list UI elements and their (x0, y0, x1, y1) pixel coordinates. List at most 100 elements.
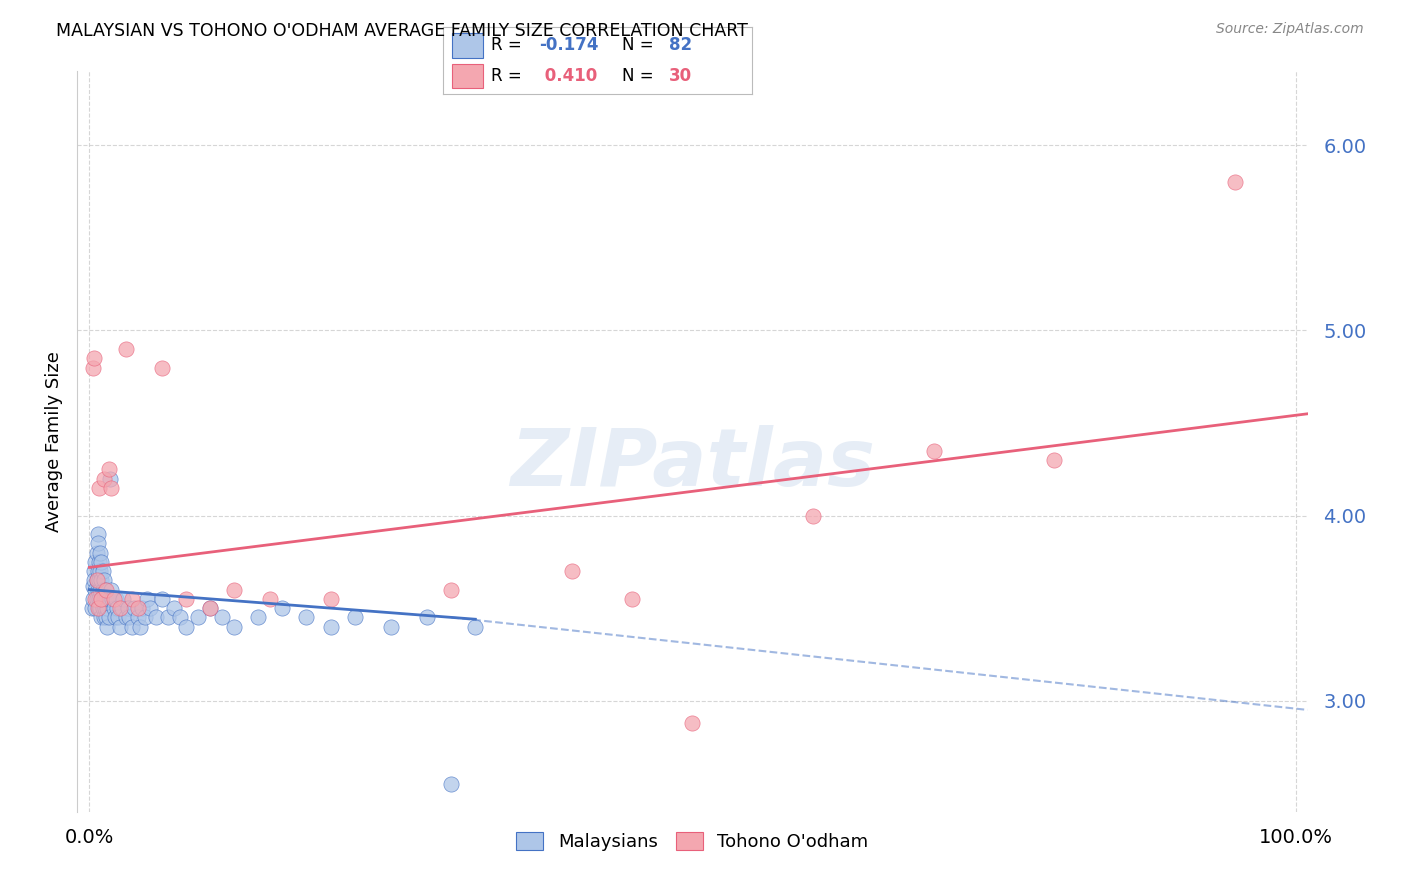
Point (89, 546, 111, 560)
Point (112, 591, 135, 606)
Point (121, 591, 143, 606)
Point (87, 601, 110, 615)
Point (83, 574, 105, 588)
Point (295, 610, 318, 624)
Point (319, 591, 342, 606)
Point (86, 574, 108, 588)
Text: MALAYSIAN VS TOHONO O'ODHAM AVERAGE FAMILY SIZE CORRELATION CHART: MALAYSIAN VS TOHONO O'ODHAM AVERAGE FAMI… (56, 22, 748, 40)
Point (121, 619, 143, 633)
Point (96, 601, 118, 615)
Point (86, 591, 108, 606)
Point (131, 601, 153, 615)
Point (90, 574, 112, 588)
Point (380, 619, 402, 633)
Point (211, 610, 233, 624)
Point (621, 591, 644, 606)
Point (416, 610, 439, 624)
Point (107, 610, 129, 624)
Y-axis label: Average Family Size: Average Family Size (45, 351, 63, 532)
Point (100, 582, 122, 597)
Point (87, 555, 110, 569)
Point (93, 610, 115, 624)
Point (259, 591, 281, 606)
Point (96, 610, 118, 624)
Point (150, 360, 173, 375)
Point (163, 601, 186, 615)
Point (174, 591, 197, 606)
Point (87, 591, 110, 606)
Point (136, 591, 159, 606)
Point (138, 601, 160, 615)
Point (224, 619, 246, 633)
Point (103, 601, 125, 615)
Point (156, 610, 179, 624)
Text: -0.174: -0.174 (538, 36, 599, 54)
Point (105, 601, 128, 615)
Text: Source: ZipAtlas.com: Source: ZipAtlas.com (1216, 22, 1364, 37)
Text: N =: N = (623, 67, 659, 85)
Point (114, 610, 136, 624)
Point (108, 601, 131, 615)
Point (94, 582, 117, 597)
Point (114, 342, 136, 356)
Point (440, 582, 463, 597)
Legend: Malaysians, Tohono O'odham: Malaysians, Tohono O'odham (509, 824, 876, 858)
Point (247, 610, 270, 624)
Point (134, 610, 156, 624)
Point (80, 601, 103, 615)
Point (129, 619, 152, 633)
Point (93, 471, 115, 485)
Point (97, 462, 120, 476)
Point (319, 619, 342, 633)
Point (97, 591, 120, 606)
Point (150, 591, 173, 606)
Point (91, 601, 114, 615)
Point (111, 601, 134, 615)
Point (84, 555, 107, 569)
Point (801, 508, 824, 523)
Point (682, 715, 704, 730)
Point (118, 610, 141, 624)
Text: N =: N = (623, 36, 659, 54)
Point (96, 591, 118, 606)
Point (104, 610, 127, 624)
Point (187, 610, 209, 624)
Point (1225, 176, 1247, 190)
Point (90, 591, 112, 606)
Point (104, 591, 127, 606)
Point (100, 481, 122, 495)
Point (87, 564, 110, 578)
Point (89, 582, 111, 597)
Point (82, 591, 104, 606)
Point (87, 536, 110, 550)
Point (224, 582, 246, 597)
Point (94, 601, 117, 615)
Point (82, 360, 104, 375)
Point (84, 582, 107, 597)
Point (101, 591, 124, 606)
FancyBboxPatch shape (453, 33, 484, 57)
Point (127, 610, 149, 624)
Point (127, 601, 149, 615)
Point (97, 610, 120, 624)
Point (90, 591, 112, 606)
Point (145, 610, 167, 624)
Point (96, 619, 118, 633)
Point (87, 527, 110, 541)
Text: ZIPatlas: ZIPatlas (510, 425, 875, 503)
Point (83, 351, 105, 366)
Text: 82: 82 (669, 36, 692, 54)
Point (90, 555, 112, 569)
Point (93, 591, 115, 606)
FancyBboxPatch shape (453, 63, 484, 88)
Text: 0.410: 0.410 (538, 67, 598, 85)
Point (271, 601, 294, 615)
Point (343, 610, 366, 624)
Point (91, 582, 114, 597)
Point (98, 471, 121, 485)
Point (108, 619, 131, 633)
Point (93, 574, 115, 588)
Point (1043, 453, 1066, 467)
Point (117, 601, 139, 615)
Point (103, 591, 125, 606)
